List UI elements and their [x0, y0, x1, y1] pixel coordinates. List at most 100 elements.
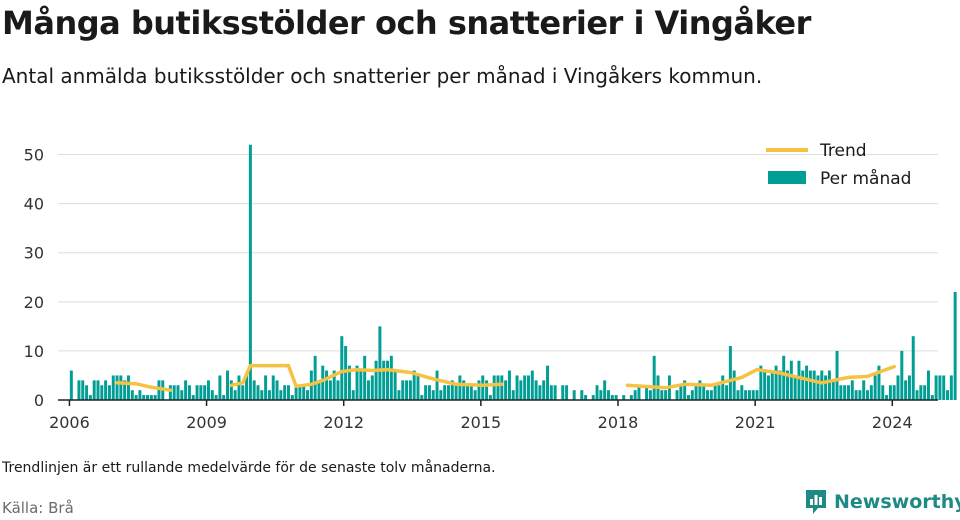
bar — [740, 385, 744, 400]
bar — [458, 375, 462, 400]
bar — [820, 370, 824, 400]
bar — [107, 385, 111, 400]
bar — [831, 380, 835, 400]
bar — [370, 375, 374, 400]
bar — [363, 355, 367, 400]
bar — [328, 380, 332, 400]
bar — [431, 390, 435, 400]
gridlines — [58, 154, 938, 352]
bar — [283, 385, 287, 400]
bar — [763, 370, 767, 400]
bar — [218, 375, 222, 400]
bar — [294, 385, 298, 400]
bar — [896, 375, 900, 400]
bar — [427, 385, 431, 400]
bar — [862, 380, 866, 400]
bar — [496, 375, 500, 400]
bar — [827, 370, 831, 400]
bar — [355, 365, 359, 400]
bar — [485, 380, 489, 400]
bar — [420, 395, 424, 400]
bar — [622, 395, 626, 400]
bar — [405, 380, 409, 400]
y-tick-label: 30 — [24, 244, 44, 263]
bar — [203, 385, 207, 400]
bar — [347, 365, 351, 400]
bar — [397, 390, 401, 400]
bar — [900, 350, 904, 400]
bar — [477, 380, 481, 400]
bar — [119, 375, 123, 400]
bar — [325, 370, 329, 400]
bar — [473, 390, 477, 400]
x-tick-label: 2006 — [49, 413, 90, 432]
bar — [766, 375, 770, 400]
bar — [130, 390, 134, 400]
bar — [386, 360, 390, 400]
bar — [778, 370, 782, 400]
source-credit: Källa: Brå — [2, 499, 74, 517]
chart-title: Många butiksstölder och snatterier i Vin… — [2, 4, 811, 42]
bar — [648, 390, 652, 400]
bar — [797, 360, 801, 400]
bar — [725, 385, 729, 400]
bar — [248, 144, 252, 400]
bar — [298, 385, 302, 400]
bar — [694, 385, 698, 400]
x-axis: 2006 2009 2012 2015 2018 2021 2024 — [49, 399, 938, 432]
bar — [187, 385, 191, 400]
bar — [789, 360, 793, 400]
bar — [507, 370, 511, 400]
bar — [690, 390, 694, 400]
y-axis-ticks: 0 10 20 30 40 50 — [24, 146, 44, 410]
bar — [511, 390, 515, 400]
bar — [210, 390, 214, 400]
bar — [104, 380, 108, 400]
bar — [698, 380, 702, 400]
bar — [88, 395, 92, 400]
bar — [835, 350, 839, 400]
bar — [271, 375, 275, 400]
bar — [877, 365, 881, 400]
bar — [660, 390, 664, 400]
bar — [926, 370, 930, 400]
bar — [546, 365, 550, 400]
bar — [492, 375, 496, 400]
bar — [816, 375, 820, 400]
x-tick-label: 2021 — [735, 413, 776, 432]
bar — [142, 395, 146, 400]
bar — [279, 390, 283, 400]
y-tick-label: 20 — [24, 293, 44, 312]
bar — [869, 385, 873, 400]
bar — [462, 380, 466, 400]
bar — [770, 370, 774, 400]
newsworthy-logo: Newsworthy — [804, 488, 960, 516]
bar — [100, 385, 104, 400]
bar — [786, 370, 790, 400]
bar — [923, 385, 927, 400]
bar — [408, 380, 412, 400]
bar — [702, 385, 706, 400]
bar — [439, 390, 443, 400]
bar — [866, 390, 870, 400]
bar — [401, 380, 405, 400]
bar — [446, 385, 450, 400]
bar — [435, 370, 439, 400]
legend: Trend Per månad — [766, 141, 911, 189]
bar — [854, 390, 858, 400]
bar — [378, 326, 382, 400]
bar — [500, 375, 504, 400]
bar — [374, 360, 378, 400]
bar — [180, 390, 184, 400]
trend-series — [115, 363, 896, 392]
bar — [389, 355, 393, 400]
bar — [134, 395, 138, 400]
bar — [938, 375, 942, 400]
y-tick-label: 40 — [24, 195, 44, 214]
trend-line — [115, 381, 173, 392]
bar — [340, 336, 344, 400]
bar — [637, 385, 641, 400]
bar — [149, 395, 153, 400]
bar — [359, 370, 363, 400]
bar — [77, 380, 81, 400]
